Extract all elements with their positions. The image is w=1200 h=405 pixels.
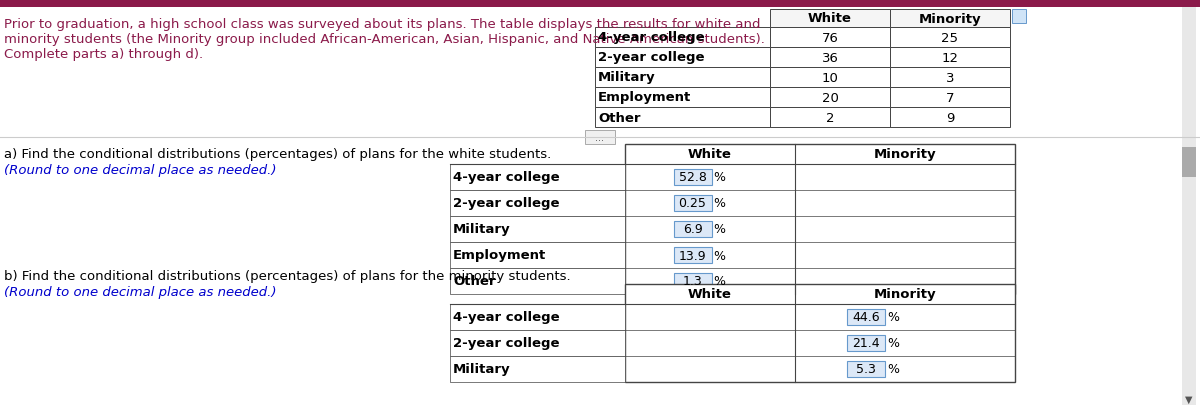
Bar	[450, 243, 625, 269]
Bar	[450, 356, 625, 382]
Text: Military: Military	[454, 223, 511, 236]
Bar	[770, 108, 890, 128]
Text: Military: Military	[598, 71, 655, 84]
Bar	[847, 335, 886, 351]
Text: %: %	[887, 311, 899, 324]
Text: 2-year college: 2-year college	[454, 337, 559, 350]
Text: 6.9: 6.9	[683, 223, 702, 236]
Bar	[1012, 10, 1026, 24]
Text: Employment: Employment	[454, 249, 546, 262]
Text: Other: Other	[454, 275, 496, 288]
Bar	[673, 170, 712, 185]
Text: b) Find the conditional distributions (percentages) of plans for the minority st: b) Find the conditional distributions (p…	[4, 269, 571, 282]
Text: Minority: Minority	[874, 148, 936, 161]
Bar	[847, 361, 886, 377]
Bar	[450, 269, 625, 294]
Text: 10: 10	[822, 71, 839, 84]
Bar	[625, 284, 1015, 382]
Text: 2-year college: 2-year college	[454, 197, 559, 210]
Bar	[890, 10, 1010, 28]
Text: 7: 7	[946, 91, 954, 104]
Bar	[890, 48, 1010, 68]
Bar	[890, 28, 1010, 48]
Text: %: %	[714, 249, 726, 262]
Bar	[450, 304, 625, 330]
Bar	[673, 247, 712, 263]
Text: 4-year college: 4-year college	[598, 32, 704, 45]
Bar	[595, 28, 770, 48]
Text: Minority: Minority	[874, 288, 936, 301]
Text: Minority: Minority	[919, 13, 982, 26]
Text: 52.8: 52.8	[678, 171, 707, 184]
Bar	[595, 108, 770, 128]
Bar	[450, 164, 625, 190]
Bar	[890, 68, 1010, 88]
Text: Prior to graduation, a high school class was surveyed about its plans. The table: Prior to graduation, a high school class…	[4, 18, 764, 61]
Text: ...: ...	[595, 133, 605, 143]
Text: 9: 9	[946, 111, 954, 124]
Text: %: %	[714, 223, 726, 236]
Text: %: %	[714, 275, 726, 288]
Text: White: White	[808, 13, 852, 26]
Bar	[770, 88, 890, 108]
Text: 5.3: 5.3	[856, 362, 876, 375]
Bar	[450, 190, 625, 216]
Text: %: %	[887, 362, 899, 375]
Text: 20: 20	[822, 91, 839, 104]
Bar	[770, 28, 890, 48]
Text: 36: 36	[822, 51, 839, 64]
Text: 4-year college: 4-year college	[454, 311, 559, 324]
Text: 13.9: 13.9	[679, 249, 707, 262]
Bar	[673, 196, 712, 211]
Text: 76: 76	[822, 32, 839, 45]
Bar	[770, 68, 890, 88]
Bar	[595, 48, 770, 68]
Bar	[1182, 8, 1196, 405]
Bar	[673, 222, 712, 237]
Bar	[673, 273, 712, 289]
Text: Military: Military	[454, 362, 511, 375]
Text: ▼: ▼	[1186, 394, 1193, 404]
Text: %: %	[887, 337, 899, 350]
Bar	[450, 330, 625, 356]
Text: 4-year college: 4-year college	[454, 171, 559, 184]
Bar	[890, 108, 1010, 128]
Text: White: White	[688, 148, 732, 161]
Text: Employment: Employment	[598, 91, 691, 104]
Text: 2: 2	[826, 111, 834, 124]
Text: 25: 25	[942, 32, 959, 45]
Bar	[770, 48, 890, 68]
Bar	[625, 145, 1015, 294]
Bar	[595, 68, 770, 88]
Text: 2-year college: 2-year college	[598, 51, 704, 64]
Text: 44.6: 44.6	[852, 311, 880, 324]
Text: 0.25: 0.25	[678, 197, 707, 210]
Bar	[0, 0, 1200, 8]
Text: %: %	[714, 197, 726, 210]
Text: (Round to one decimal place as needed.): (Round to one decimal place as needed.)	[4, 164, 276, 177]
Text: White: White	[688, 288, 732, 301]
Bar	[1182, 138, 1196, 405]
Text: 1.3: 1.3	[683, 275, 702, 288]
Text: %: %	[714, 171, 726, 184]
Text: 3: 3	[946, 71, 954, 84]
Bar	[450, 216, 625, 243]
Text: (Round to one decimal place as needed.): (Round to one decimal place as needed.)	[4, 285, 276, 298]
Text: 21.4: 21.4	[852, 337, 880, 350]
Text: 12: 12	[942, 51, 959, 64]
Bar	[586, 131, 616, 145]
Bar	[595, 88, 770, 108]
Bar	[847, 309, 886, 325]
Bar	[890, 88, 1010, 108]
Bar	[1182, 148, 1196, 177]
Bar	[770, 10, 890, 28]
Text: a) Find the conditional distributions (percentages) of plans for the white stude: a) Find the conditional distributions (p…	[4, 148, 551, 161]
Text: Other: Other	[598, 111, 641, 124]
